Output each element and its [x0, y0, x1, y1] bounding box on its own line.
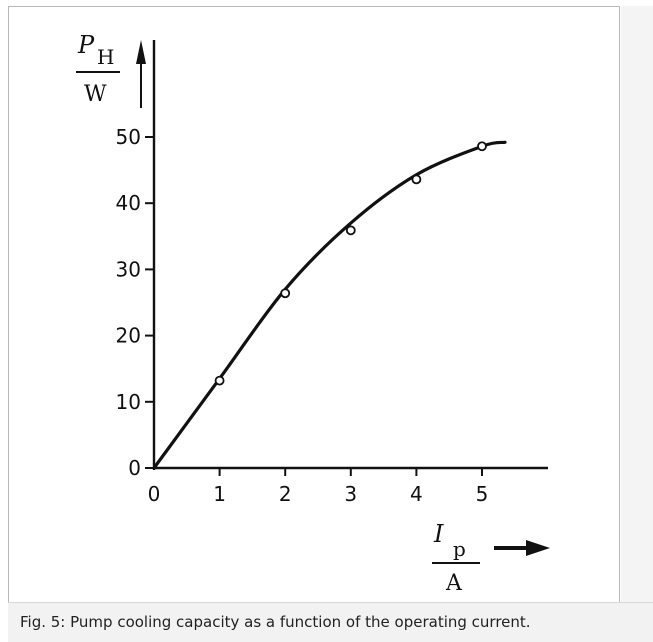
y-tick-label-0: 0	[128, 456, 141, 480]
y-axis-arrow	[136, 40, 146, 64]
x-tick-label-0: 0	[148, 482, 161, 506]
y-tick-label-10: 10	[116, 390, 141, 414]
figure-caption: Fig. 5: Pump cooling capacity as a funct…	[20, 613, 531, 631]
y-tick-label-20: 20	[116, 324, 141, 348]
axes	[136, 40, 550, 556]
data-point-1	[214, 375, 225, 386]
ticks	[145, 136, 483, 476]
x-label-symbol: I	[433, 520, 444, 548]
x-label-unit: A	[445, 571, 463, 596]
figure-frame	[8, 6, 620, 602]
data-point-5	[477, 141, 487, 152]
x-axis-label: I p A	[432, 520, 480, 596]
x-label-subscript: p	[453, 537, 466, 561]
y-label-symbol: P	[77, 31, 95, 59]
axis-labels: P H W I p A	[76, 31, 480, 596]
x-tick-label-2: 2	[279, 482, 292, 506]
y-tick-label-30: 30	[116, 257, 141, 281]
y-axis-label: P H W	[76, 31, 120, 107]
y-tick-label-50: 50	[116, 125, 141, 149]
x-tick-label-3: 3	[344, 482, 357, 506]
y-tick-label-40: 40	[116, 191, 141, 215]
x-tick-label-5: 5	[476, 482, 489, 506]
data-point-4	[411, 174, 422, 185]
x-axis-arrow	[526, 540, 550, 556]
y-label-subscript: H	[97, 45, 114, 69]
data-points	[214, 141, 487, 386]
fitted-curve	[152, 140, 507, 470]
caption-bar: Fig. 5: Pump cooling capacity as a funct…	[8, 602, 653, 642]
x-tick-label-4: 4	[410, 482, 423, 506]
y-label-unit: W	[84, 82, 107, 107]
data-point-2	[280, 288, 291, 299]
x-tick-label-1: 1	[213, 482, 226, 506]
data-point-3	[345, 225, 356, 236]
page-margin	[621, 6, 653, 602]
